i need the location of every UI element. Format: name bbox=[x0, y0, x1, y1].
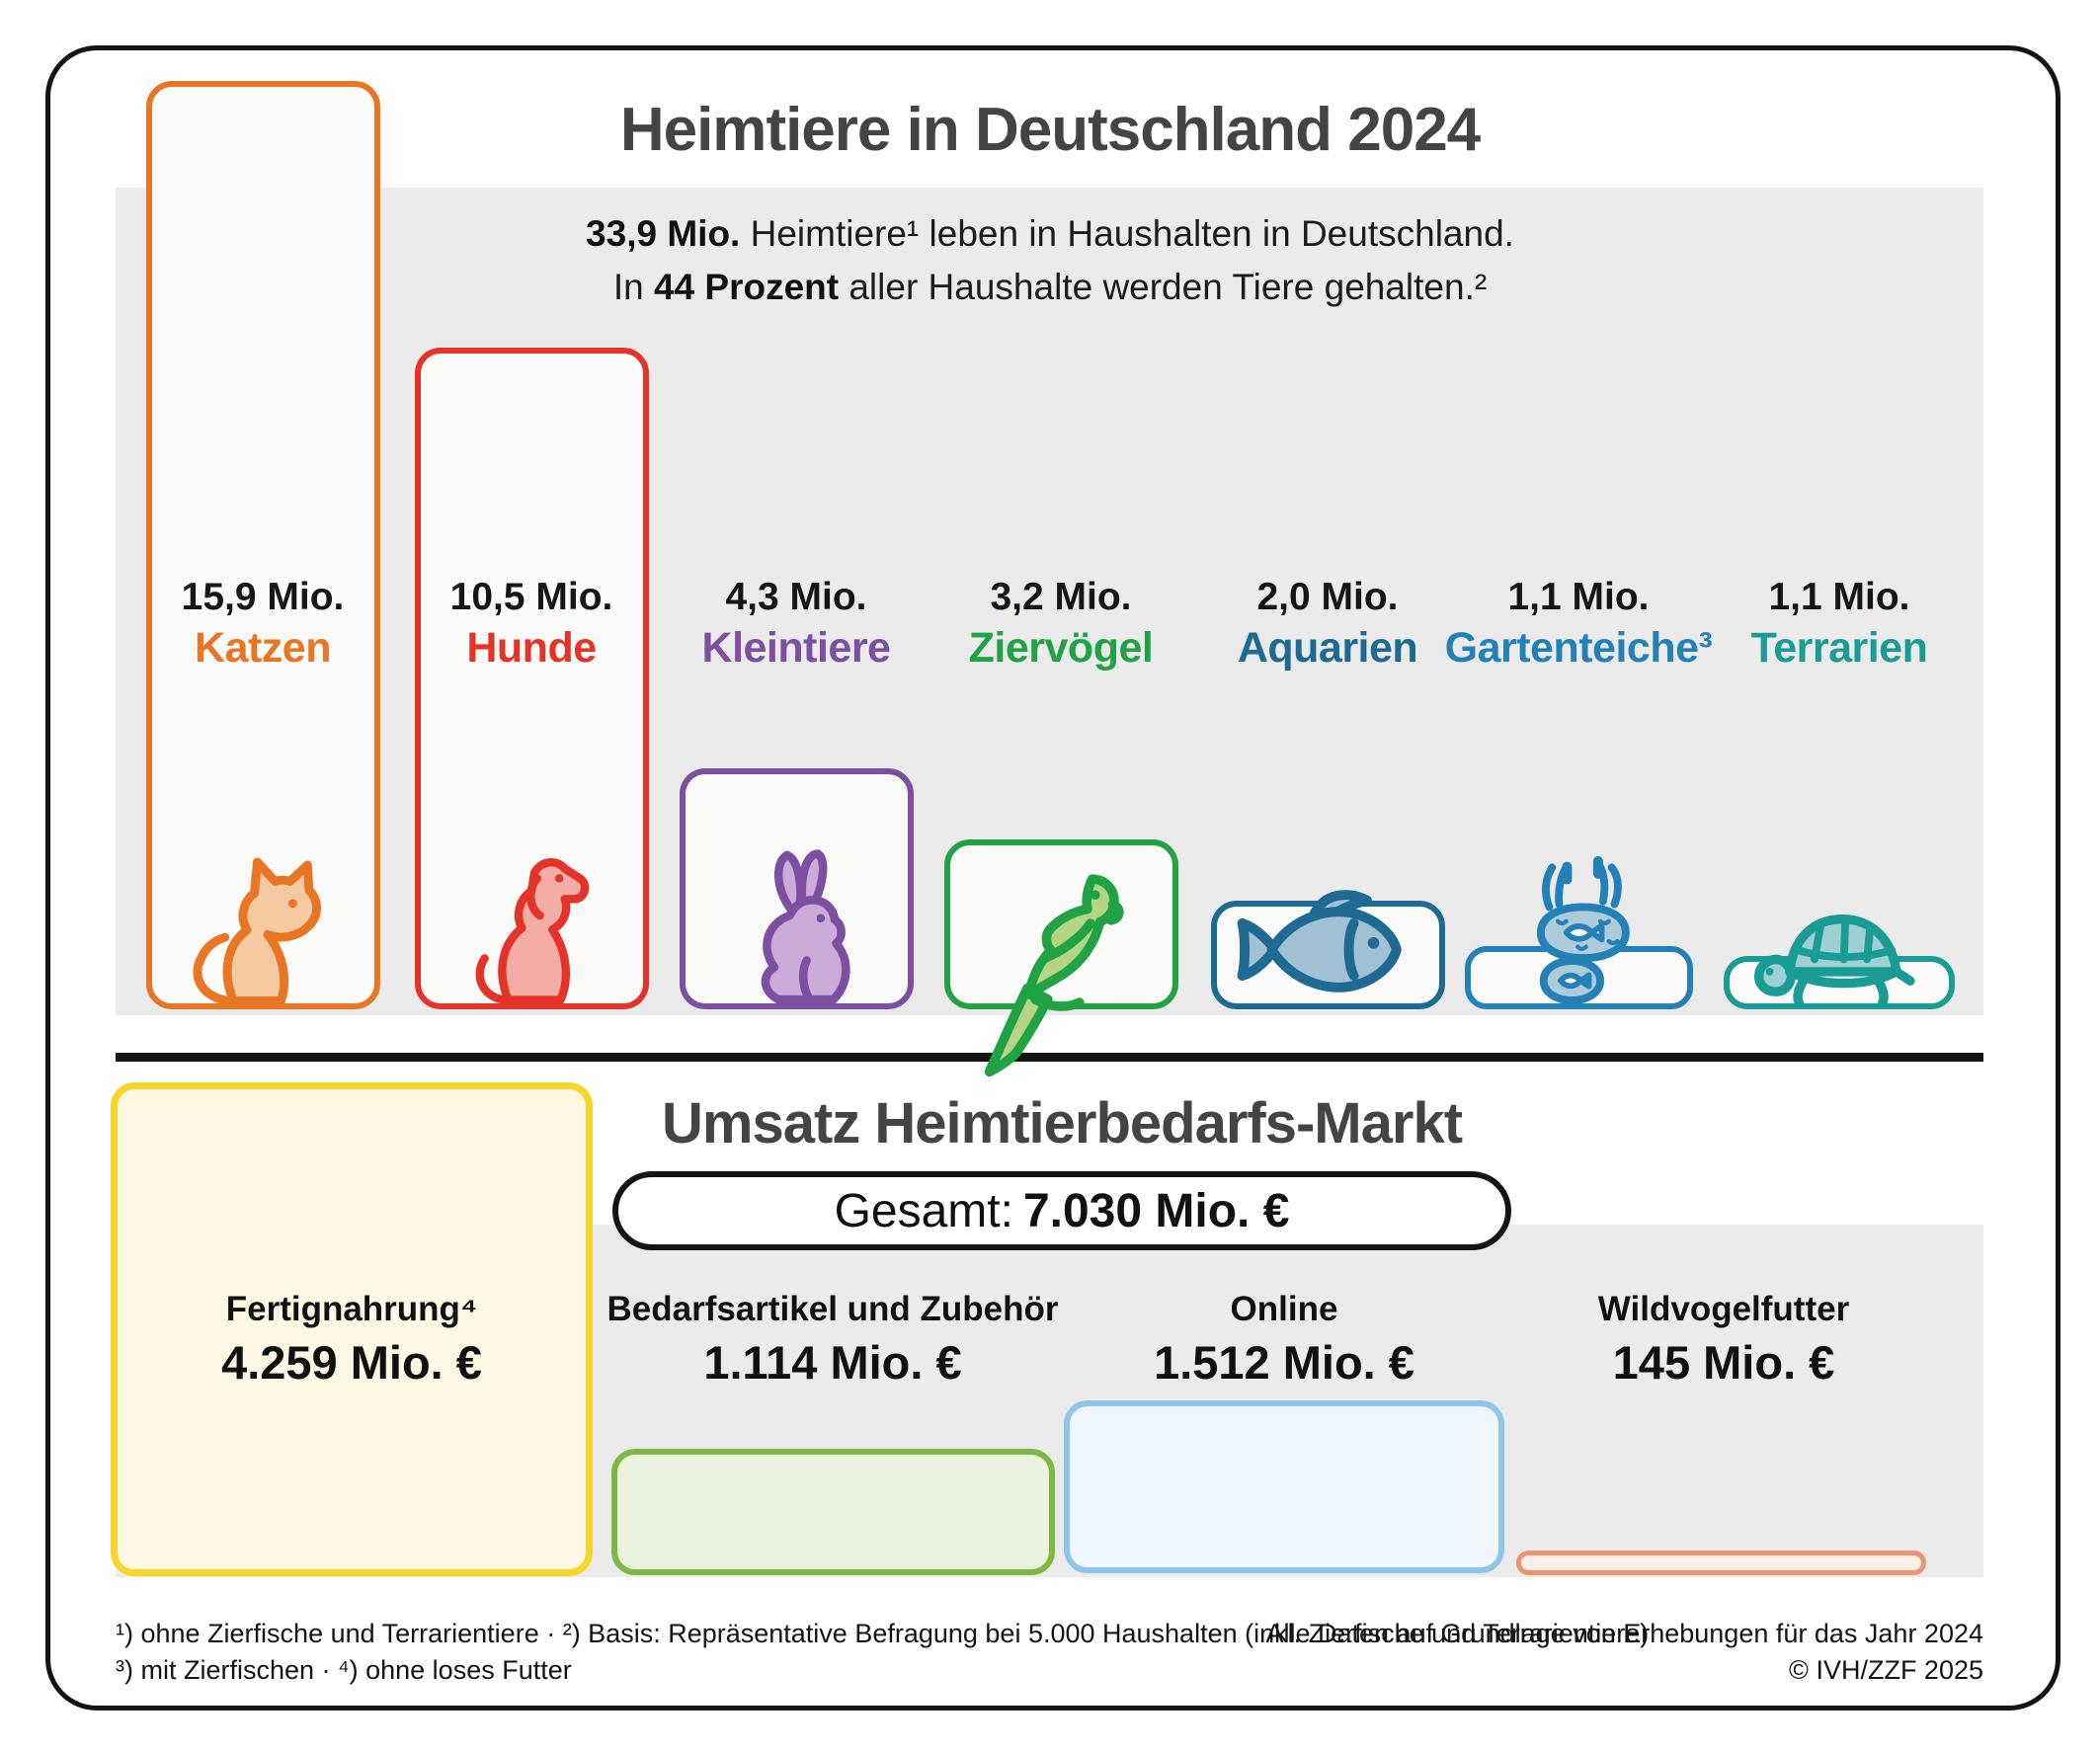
wildvogelfutter-name: Wildvogelfutter bbox=[1597, 1290, 1850, 1328]
source-note: Alle Daten auf Grundlage von Erhebungen … bbox=[1265, 1619, 1984, 1648]
label-bedarfsartikel: Bedarfsartikel und Zubehör 1.114 Mio. € bbox=[606, 1290, 1060, 1390]
footnotes-right: Alle Daten auf Grundlage von Erhebungen … bbox=[1087, 1616, 1984, 1689]
aquarien-count: 2,0 Mio. bbox=[1256, 576, 1399, 618]
fertignahrung-name: Fertignahrung⁴ bbox=[225, 1290, 478, 1328]
subtitle-line1: 33,9 Mio. Heimtiere¹ leben in Haushalten… bbox=[586, 213, 1514, 254]
page-title: Heimtiere in Deutschland 2024 bbox=[619, 96, 1481, 164]
market-total-pill: Gesamt: 7.030 Mio. € bbox=[612, 1171, 1511, 1250]
page-subtitle: 33,9 Mio. Heimtiere¹ leben in Haushalten… bbox=[0, 207, 2100, 314]
box-online bbox=[1064, 1400, 1504, 1573]
label-ziervoegel: 3,2 Mio. Ziervögel bbox=[893, 576, 1229, 673]
kleintiere-name: Kleintiere bbox=[701, 624, 891, 672]
parrot-icon bbox=[984, 874, 1124, 1077]
box-fertignahrung bbox=[111, 1082, 593, 1576]
label-wildvogelfutter: Wildvogelfutter 145 Mio. € bbox=[1496, 1290, 1951, 1390]
total-value: 7.030 Mio. € bbox=[1022, 1184, 1290, 1237]
footnote-line2: ³) mit Zierfischen · ⁴) ohne loses Futte… bbox=[116, 1655, 572, 1685]
turtle-icon bbox=[1753, 914, 1915, 1007]
terrarien-count: 1,1 Mio. bbox=[1768, 576, 1910, 618]
hunde-name: Hunde bbox=[466, 624, 597, 672]
gartenteiche-count: 1,1 Mio. bbox=[1507, 576, 1650, 618]
footnote-line1: ¹) ohne Zierfische und Terrarientiere · … bbox=[116, 1619, 1650, 1648]
ziervoegel-count: 3,2 Mio. bbox=[990, 576, 1132, 618]
fish-icon bbox=[1237, 890, 1402, 993]
market-title: Umsatz Heimtierbedarfs-Markt bbox=[661, 1091, 1463, 1155]
kleintiere-count: 4,3 Mio. bbox=[725, 576, 867, 618]
dog-icon bbox=[475, 858, 590, 1004]
ziervoegel-name: Ziervögel bbox=[968, 624, 1154, 672]
katzen-name: Katzen bbox=[195, 624, 331, 672]
label-aquarien: 2,0 Mio. Aquarien bbox=[1160, 576, 1495, 673]
subtitle-line2: In 44 Prozent aller Haushalte werden Tie… bbox=[612, 267, 1488, 307]
label-terrarien: 1,1 Mio. Terrarien bbox=[1671, 576, 2007, 673]
online-name: Online bbox=[1230, 1290, 1338, 1328]
katzen-count: 15,9 Mio. bbox=[181, 576, 345, 618]
total-prefix: Gesamt: bbox=[834, 1184, 1013, 1237]
fertignahrung-value: 4.259 Mio. € bbox=[221, 1336, 482, 1389]
box-wildvogelfutter bbox=[1516, 1551, 1926, 1575]
label-fertignahrung: Fertignahrung⁴ 4.259 Mio. € bbox=[124, 1290, 579, 1390]
box-bedarfsartikel bbox=[611, 1449, 1055, 1575]
rabbit-icon bbox=[761, 849, 850, 1004]
hunde-count: 10,5 Mio. bbox=[449, 576, 613, 618]
cat-icon bbox=[193, 857, 321, 1005]
bar-katzen bbox=[146, 81, 380, 1009]
label-online: Online 1.512 Mio. € bbox=[1057, 1290, 1511, 1390]
label-hunde: 10,5 Mio. Hunde bbox=[363, 576, 699, 673]
footnotes-left: ¹) ohne Zierfische und Terrarientiere · … bbox=[116, 1616, 1649, 1689]
section-divider bbox=[116, 1053, 1983, 1062]
bedarfsartikel-value: 1.114 Mio. € bbox=[703, 1336, 962, 1389]
garden-pond-icon bbox=[1536, 855, 1630, 1005]
copyright-note: © IVH/ZZF 2025 bbox=[1789, 1655, 1983, 1685]
label-gartenteiche: 1,1 Mio. Gartenteiche³ bbox=[1411, 576, 1746, 673]
label-katzen: 15,9 Mio. Katzen bbox=[95, 576, 431, 673]
wildvogelfutter-value: 145 Mio. € bbox=[1612, 1336, 1835, 1389]
online-value: 1.512 Mio. € bbox=[1154, 1336, 1414, 1389]
label-kleintiere: 4,3 Mio. Kleintiere bbox=[628, 576, 964, 673]
gartenteiche-name: Gartenteiche³ bbox=[1444, 624, 1713, 672]
bedarfsartikel-name: Bedarfsartikel und Zubehör bbox=[606, 1290, 1059, 1328]
aquarien-name: Aquarien bbox=[1237, 624, 1418, 672]
terrarien-name: Terrarien bbox=[1750, 624, 1928, 672]
